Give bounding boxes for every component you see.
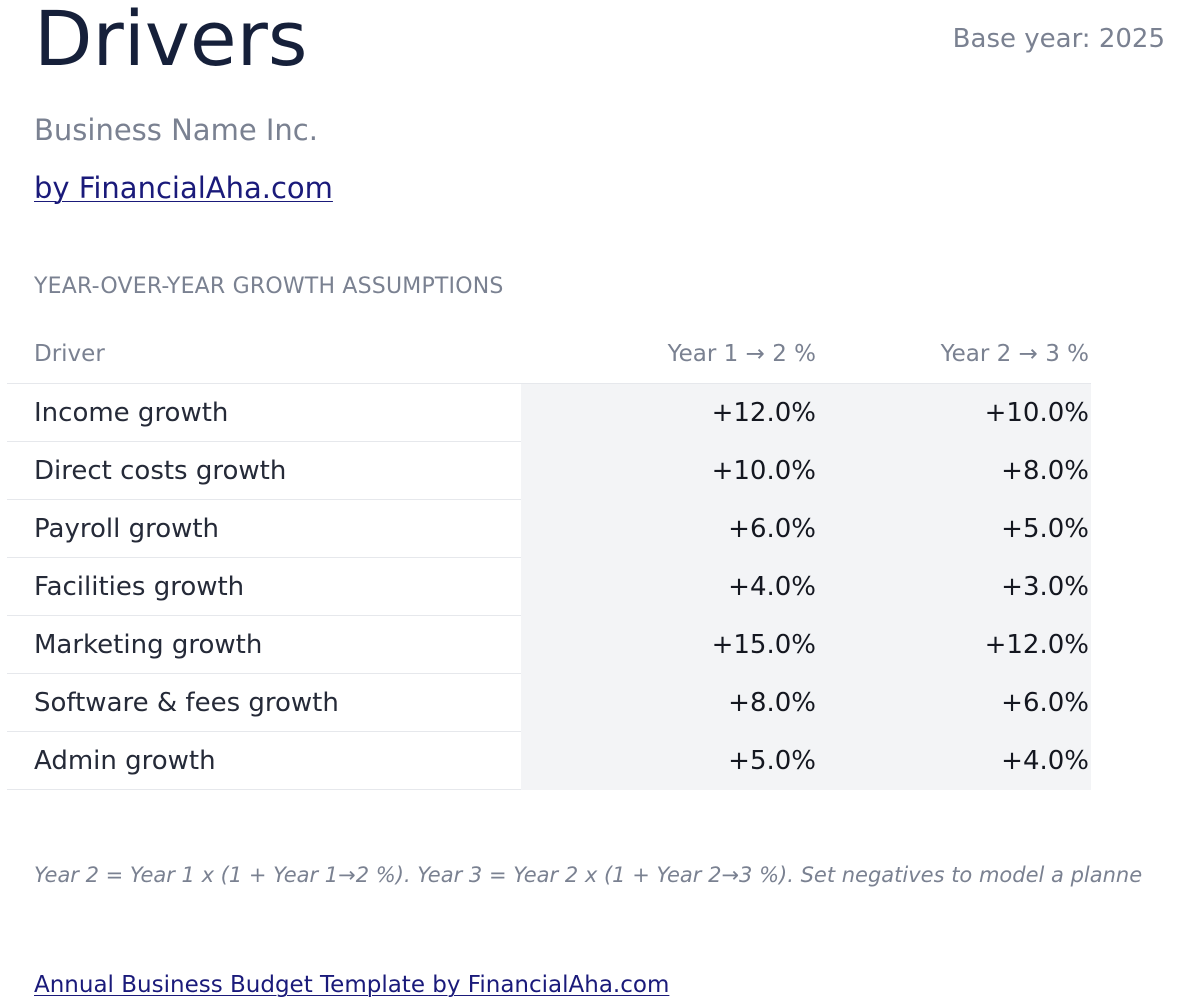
table-row: Admin growth +5.0% +4.0% (7, 731, 1091, 790)
year1-to-2-input[interactable]: +5.0% (521, 731, 818, 790)
year2-to-3-input[interactable]: +3.0% (818, 557, 1091, 616)
table-row: Payroll growth +6.0% +5.0% (7, 499, 1091, 558)
column-header-year1-to-2: Year 1 → 2 % (521, 325, 818, 384)
year1-to-2-input[interactable]: +10.0% (521, 441, 818, 500)
base-year-label: Base year: 2025 (952, 24, 1165, 54)
year2-to-3-input[interactable]: +5.0% (818, 499, 1091, 558)
table-row: Direct costs growth +10.0% +8.0% (7, 441, 1091, 500)
driver-label: Facilities growth (7, 557, 521, 616)
footer-link[interactable]: Annual Business Budget Template by Finan… (34, 972, 670, 998)
column-header-year2-to-3: Year 2 → 3 % (818, 325, 1091, 384)
year2-to-3-input[interactable]: +10.0% (818, 383, 1091, 442)
year1-to-2-input[interactable]: +12.0% (521, 383, 818, 442)
driver-label: Admin growth (7, 731, 521, 790)
year2-to-3-input[interactable]: +6.0% (818, 673, 1091, 732)
section-title: YEAR-OVER-YEAR GROWTH ASSUMPTIONS (34, 274, 504, 299)
growth-assumptions-table: Driver Year 1 → 2 % Year 2 → 3 % Income … (7, 325, 1091, 790)
driver-label: Marketing growth (7, 615, 521, 674)
table-row: Marketing growth +15.0% +12.0% (7, 615, 1091, 674)
year2-to-3-input[interactable]: +4.0% (818, 731, 1091, 790)
driver-label: Direct costs growth (7, 441, 521, 500)
business-name: Business Name Inc. (34, 113, 318, 147)
year1-to-2-input[interactable]: +6.0% (521, 499, 818, 558)
formula-note: Year 2 = Year 1 x (1 + Year 1→2 %). Year… (34, 863, 1143, 887)
byline-link[interactable]: by FinancialAha.com (34, 171, 333, 205)
table-row: Income growth +12.0% +10.0% (7, 383, 1091, 442)
year1-to-2-input[interactable]: +15.0% (521, 615, 818, 674)
year1-to-2-input[interactable]: +4.0% (521, 557, 818, 616)
table-row: Facilities growth +4.0% +3.0% (7, 557, 1091, 616)
year2-to-3-input[interactable]: +8.0% (818, 441, 1091, 500)
driver-label: Software & fees growth (7, 673, 521, 732)
driver-label: Payroll growth (7, 499, 521, 558)
year2-to-3-input[interactable]: +12.0% (818, 615, 1091, 674)
year1-to-2-input[interactable]: +8.0% (521, 673, 818, 732)
table-row: Software & fees growth +8.0% +6.0% (7, 673, 1091, 732)
driver-label: Income growth (7, 383, 521, 442)
table-header-row: Driver Year 1 → 2 % Year 2 → 3 % (7, 325, 1091, 384)
page-title: Drivers (34, 0, 308, 83)
column-header-driver: Driver (7, 325, 521, 384)
